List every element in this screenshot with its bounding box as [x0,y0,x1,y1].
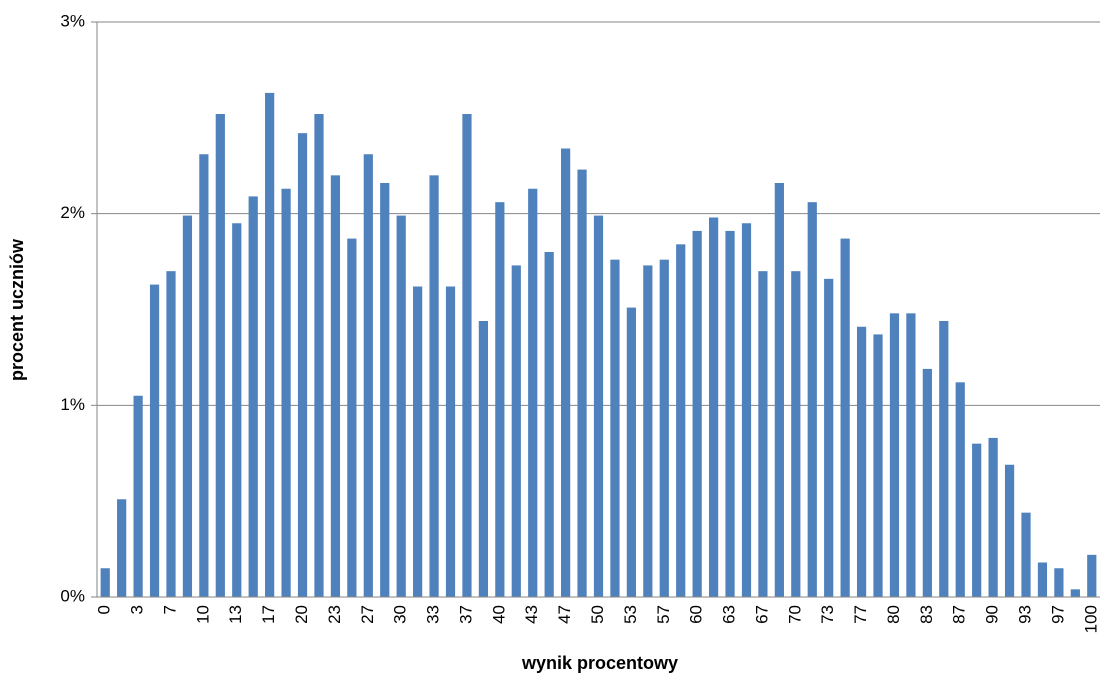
x-tick-label: 13 [226,605,245,624]
x-tick-label: 53 [621,605,640,624]
bar [1004,464,1015,597]
bar [248,196,258,597]
bar [1037,562,1048,597]
bar [265,92,275,598]
bar [297,133,308,597]
bar [478,321,489,597]
bar [922,368,932,597]
y-tick-label: 3% [60,11,85,30]
bar [659,259,669,597]
bar [676,244,686,598]
y-tick-label: 1% [60,395,85,414]
bar [1070,589,1080,597]
x-tick-label: 77 [851,605,870,624]
x-tick-label: 83 [917,605,936,624]
bar [972,443,982,597]
x-tick-label: 40 [489,605,508,624]
bar [100,568,110,597]
bar [495,202,505,597]
bar [708,217,719,597]
bar [413,286,423,597]
x-tick-label: 70 [785,605,804,624]
bar [232,223,242,597]
bar [347,238,357,598]
bar [593,215,604,598]
x-tick-label: 63 [720,605,739,624]
x-tick-label: 10 [193,605,212,624]
x-tick-label: 23 [325,605,344,624]
x-tick-label: 47 [555,605,574,624]
x-tick-label: 43 [522,605,541,624]
bar [577,169,587,598]
bar [149,284,160,597]
x-tick-label: 90 [983,605,1002,624]
x-tick-label: 57 [654,605,673,624]
bar [939,321,949,597]
x-tick-label: 50 [588,605,607,624]
bar [182,215,193,598]
x-tick-label: 60 [687,605,706,624]
bar [626,307,636,597]
bar [330,175,341,598]
bar [824,278,834,597]
bar [1054,568,1064,597]
x-tick-label: 100 [1081,605,1100,633]
bar [725,230,735,597]
bar [281,188,291,597]
bar [314,114,324,597]
bar [528,188,538,597]
bar [774,183,784,597]
x-tick-label: 7 [160,605,179,614]
x-tick-label: 80 [884,605,903,624]
x-tick-label: 33 [424,605,443,624]
x-tick-label: 67 [752,605,771,624]
bar [380,183,390,597]
bar [462,114,472,597]
bar [807,202,817,597]
x-tick-label: 27 [358,605,377,624]
x-tick-label: 73 [818,605,837,624]
bar [117,499,127,597]
x-tick-label: 87 [950,605,969,624]
x-tick-label: 97 [1048,605,1067,624]
bar [166,271,176,597]
bar [133,395,143,597]
bar [429,175,439,598]
bar [1087,554,1097,597]
bar [511,265,521,597]
bar [199,154,209,597]
bar [544,252,554,597]
x-tick-label: 37 [456,605,475,624]
bar [561,148,571,597]
bar [396,215,406,598]
x-tick-label: 20 [292,605,311,624]
bar [741,223,752,597]
bar [363,154,373,597]
x-tick-label: 17 [259,605,278,624]
x-tick-label: 0 [95,605,114,614]
y-axis-title: procent uczniów [7,238,27,381]
bar [445,286,456,597]
x-tick-label: 93 [1015,605,1034,624]
bar [840,238,850,598]
x-tick-label: 3 [128,605,147,614]
bar [610,259,620,597]
bar [988,437,998,597]
y-tick-label: 2% [60,203,85,222]
bar [215,114,225,597]
bar [955,382,965,597]
bar [889,313,900,597]
bar [692,230,702,597]
bar [791,271,801,597]
bar [873,334,883,597]
bar [856,326,867,597]
x-tick-label: 30 [391,605,410,624]
y-tick-label: 0% [60,586,85,605]
bar [1021,512,1031,597]
bar [643,265,653,597]
x-axis-title: wynik procentowy [521,653,678,673]
bar [906,313,916,597]
bar [758,271,768,597]
